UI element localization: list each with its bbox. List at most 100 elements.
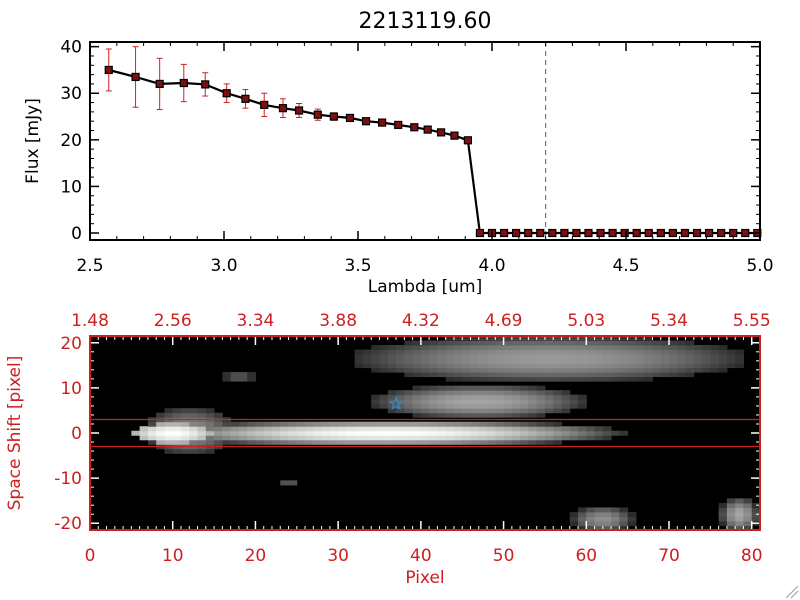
wavelength-tick-label: 5.03 (567, 311, 605, 331)
image-pixel (329, 426, 339, 432)
image-pixel (271, 439, 281, 445)
image-pixel (660, 345, 670, 351)
image-pixel (520, 336, 529, 342)
image-pixel (487, 394, 496, 400)
image-pixel (453, 390, 463, 396)
image-pixel (561, 354, 571, 360)
image-pixel (214, 439, 223, 445)
image-pixel (445, 372, 455, 378)
image-pixel (445, 408, 455, 414)
image-pixel (602, 426, 612, 432)
image-pixel (685, 349, 695, 355)
image-pixel (677, 358, 687, 364)
image-pixel (536, 408, 546, 414)
image-y-tick-labels: -20 -10 0 10 20 (54, 334, 82, 534)
image-pixel (586, 430, 596, 436)
image-pixel (412, 430, 422, 436)
image-pixel (462, 363, 471, 369)
image-pixel (635, 358, 645, 364)
image-pixel (371, 354, 380, 360)
image-pixel (238, 435, 248, 441)
image-pixel (578, 349, 587, 355)
x-tick-label: 4.5 (612, 256, 639, 276)
resize-grip-icon[interactable] (785, 585, 799, 599)
image-pixel (387, 363, 397, 369)
image-pixel (495, 390, 505, 396)
image-pixel (520, 358, 529, 364)
image-pixel (396, 408, 405, 414)
image-pixel (677, 349, 687, 355)
image-pixel (586, 349, 596, 355)
image-pixel (379, 426, 389, 432)
image-pixel (726, 358, 736, 364)
image-pixel (429, 363, 438, 369)
image-pixel (495, 403, 505, 409)
image-pixel (503, 412, 513, 418)
image-pixel (412, 345, 422, 351)
image-pixel (453, 412, 463, 418)
image-pixel (420, 354, 430, 360)
image-pixel (503, 426, 513, 432)
image-pixel (387, 435, 397, 441)
image-pixel (677, 367, 687, 373)
image-pixel (371, 358, 380, 364)
image-pixel (602, 525, 612, 531)
image-pixel (528, 430, 538, 436)
spectrum-x-axis-label: Lambda [um] (368, 277, 482, 297)
flux-data-point (260, 100, 269, 109)
image-pixel (652, 354, 662, 360)
image-pixel (412, 439, 422, 445)
flux-data-point (524, 228, 533, 238)
image-pixel (396, 439, 405, 445)
image-pixel (644, 336, 653, 342)
image-pixel (462, 354, 471, 360)
image-pixel (371, 363, 380, 369)
image-pixel (404, 408, 414, 414)
image-pixel (569, 520, 579, 526)
image-pixel (247, 439, 256, 445)
image-pixel (462, 394, 471, 400)
image-pixel (619, 336, 629, 342)
image-pixel (263, 435, 273, 441)
image-pixel (726, 525, 736, 531)
image-pixel (578, 376, 587, 382)
image-pixel (669, 349, 678, 355)
image-pixel (429, 340, 438, 346)
image-pixel (487, 399, 496, 405)
image-pixel (470, 336, 480, 342)
image-pixel (396, 363, 405, 369)
image-pixel (214, 421, 223, 427)
wavelength-tick-label: 2.56 (154, 311, 192, 331)
image-pixel (528, 394, 538, 400)
image-pixel (437, 430, 447, 436)
image-pixel (338, 435, 347, 441)
image-pixel (602, 363, 612, 369)
image-pixel (644, 376, 653, 382)
flux-data-point (620, 228, 629, 238)
flux-data-point (632, 228, 641, 238)
image-pixel (644, 340, 653, 346)
image-pixel (561, 399, 571, 405)
image-pixel (627, 336, 637, 342)
image-pixel (147, 430, 157, 436)
image-pixel (569, 349, 579, 355)
image-pixel (536, 426, 546, 432)
image-pixel (503, 430, 513, 436)
image-pixel (553, 430, 562, 436)
image-pixel (619, 520, 629, 526)
image-pixel (586, 520, 596, 526)
flux-data-point (704, 228, 714, 238)
y-tick-label: -10 (54, 469, 82, 489)
image-pixel (586, 358, 596, 364)
flux-data-point (278, 104, 288, 113)
image-pixel (718, 507, 728, 513)
flux-data-point (378, 118, 387, 127)
image-pixel (387, 439, 397, 445)
image-pixel (280, 430, 290, 436)
image-pixel (726, 520, 736, 526)
image-pixel (453, 399, 463, 405)
image-pixel (536, 421, 546, 427)
image-pixel (685, 367, 695, 373)
image-pixel (429, 354, 438, 360)
image-pixel (536, 403, 546, 409)
